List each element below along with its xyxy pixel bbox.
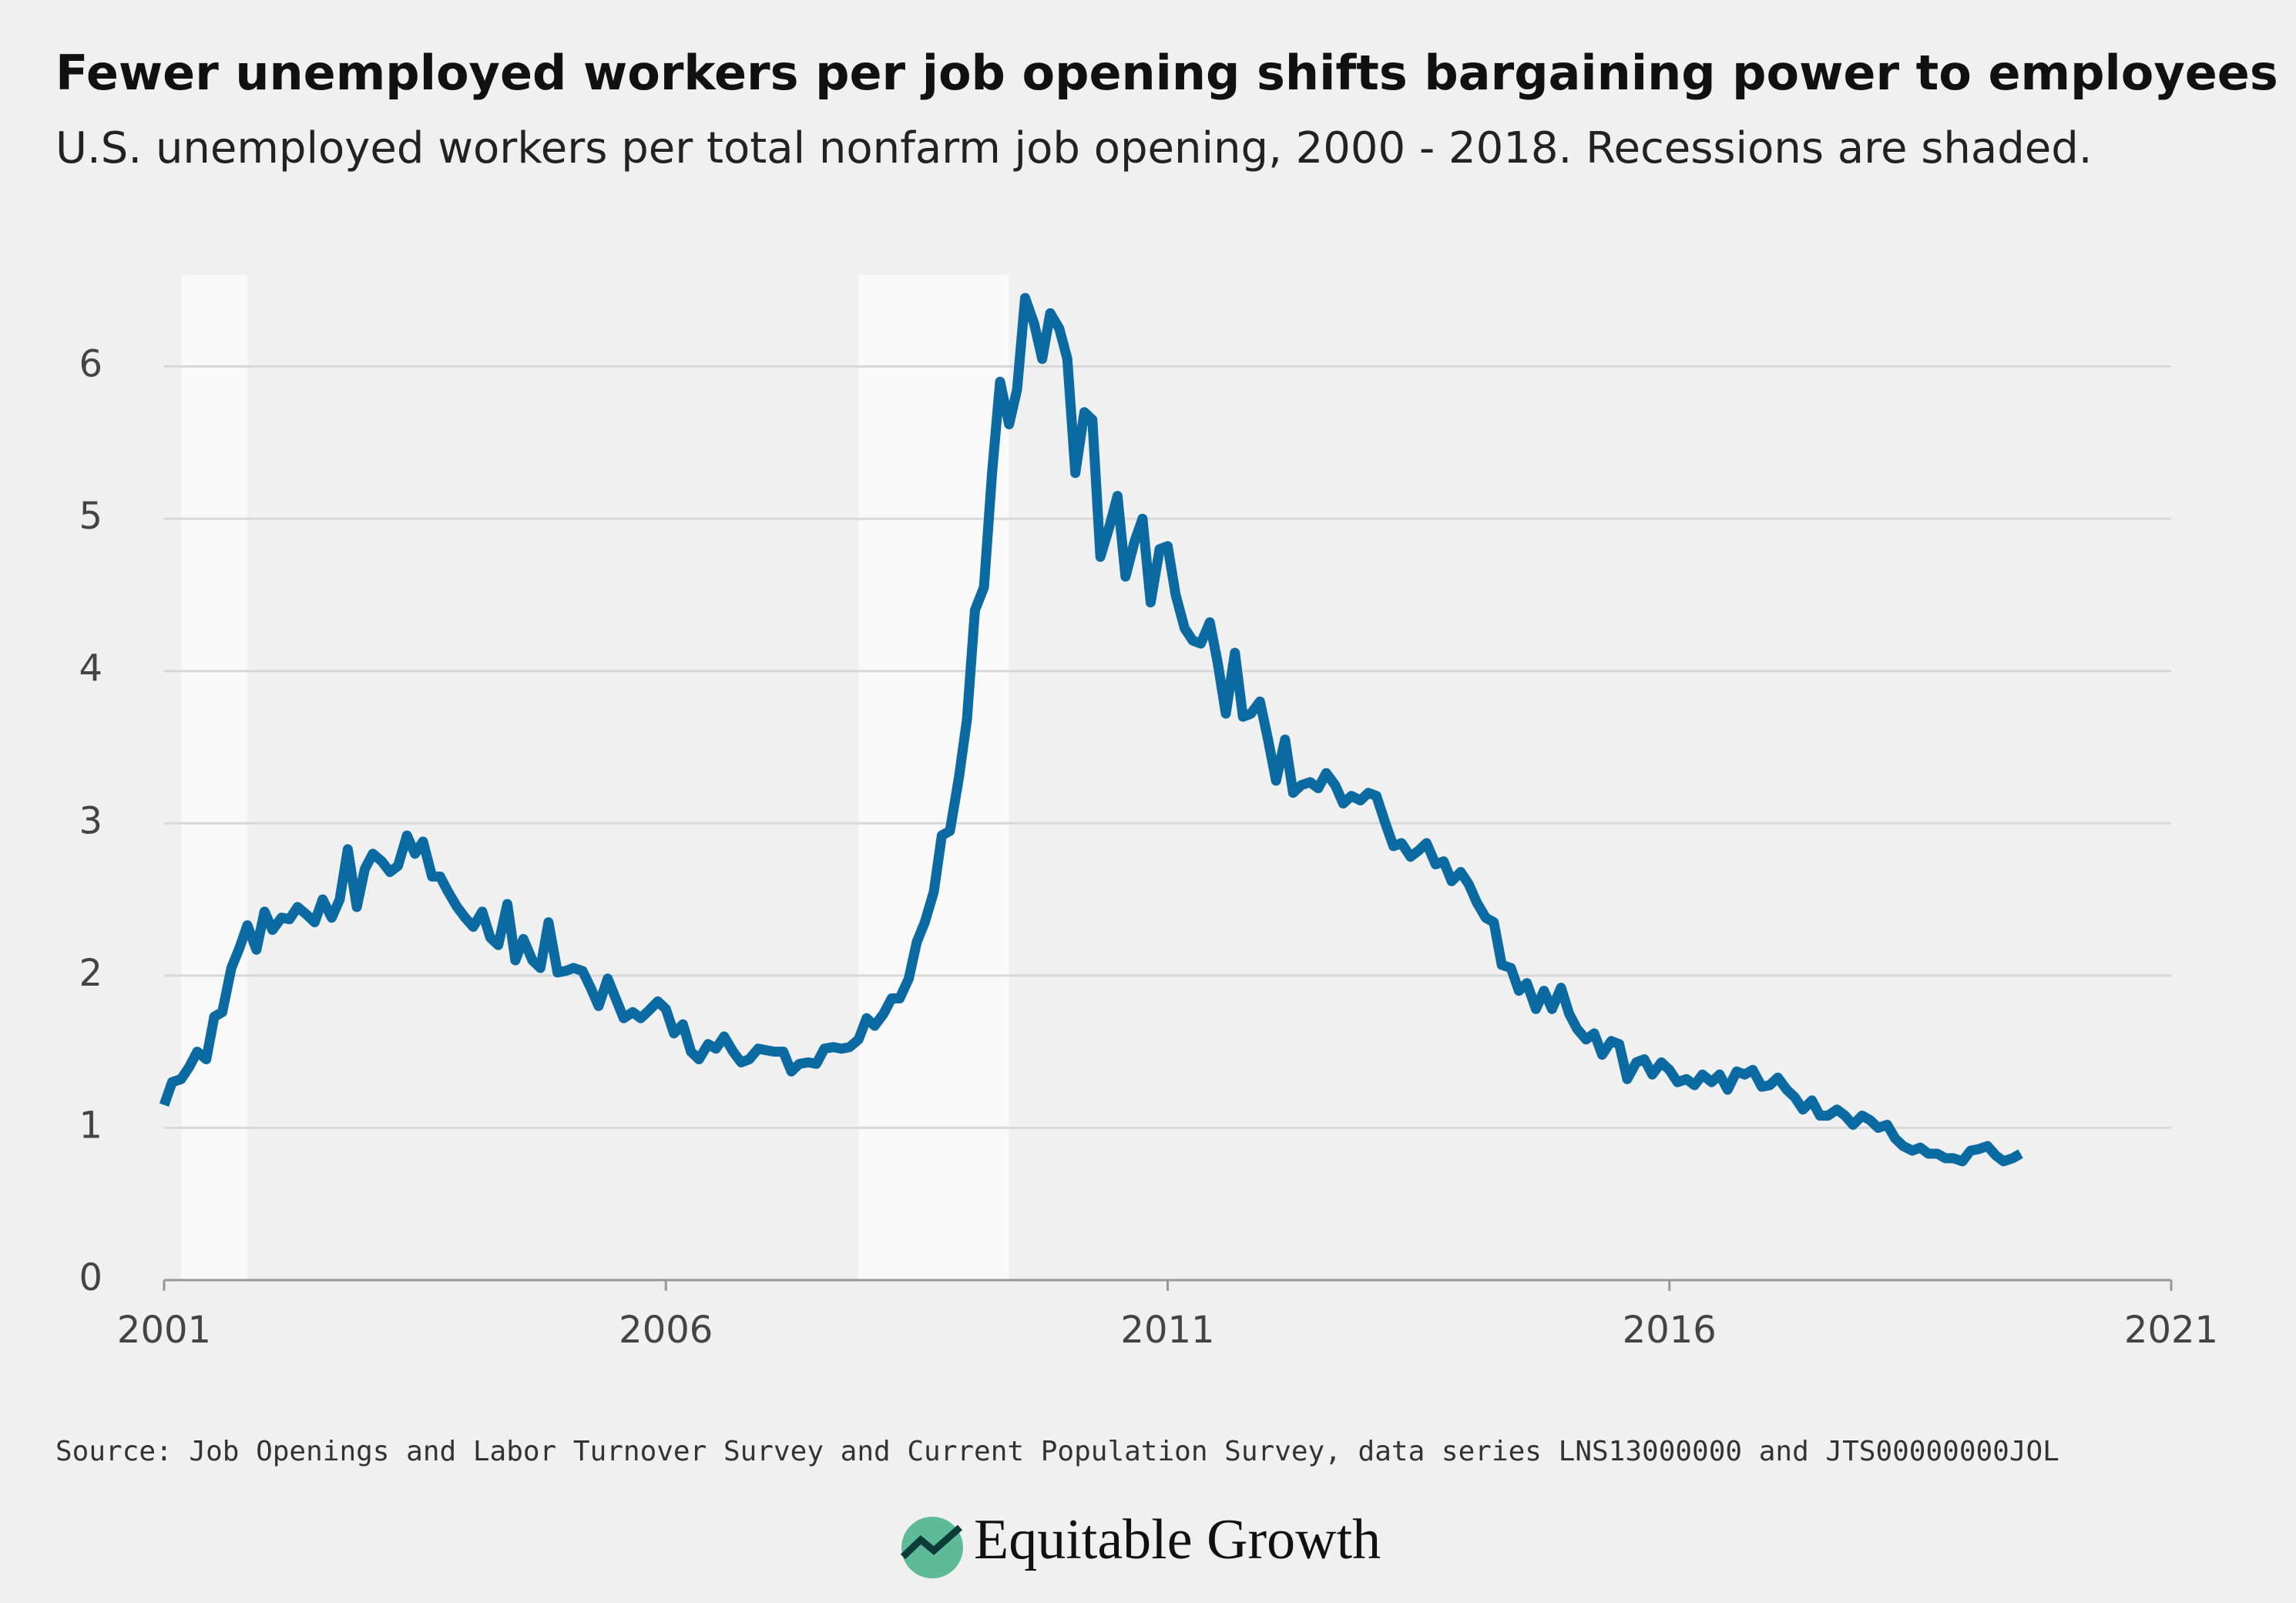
x-tick-label: 2006 bbox=[619, 1309, 713, 1352]
plot-area: 0 1 2 3 4 5 6 2001 2006 2011 2016 2021 bbox=[79, 275, 2218, 1352]
logo-icon bbox=[900, 1517, 963, 1578]
y-tick-label: 5 bbox=[79, 495, 102, 538]
data-line bbox=[159, 293, 2023, 1167]
chart-title: Fewer unemployed workers per job opening… bbox=[55, 45, 2278, 101]
recession-shade bbox=[858, 275, 1009, 1280]
x-tick-label: 2011 bbox=[1120, 1309, 1214, 1352]
source-note: Source: Job Openings and Labor Turnover … bbox=[55, 1436, 2059, 1467]
x-tick-label: 2001 bbox=[117, 1309, 211, 1352]
x-tick-label: 2016 bbox=[1623, 1309, 1717, 1352]
y-tick-label: 6 bbox=[79, 343, 102, 386]
y-tick-label: 4 bbox=[79, 647, 102, 691]
logo-arrow bbox=[900, 1524, 962, 1560]
recession-shade bbox=[181, 275, 248, 1280]
chart-subtitle: U.S. unemployed workers per total nonfar… bbox=[55, 123, 2093, 173]
x-tick-label: 2021 bbox=[2124, 1309, 2218, 1352]
y-tick-label: 1 bbox=[79, 1104, 102, 1147]
y-tick-label: 2 bbox=[79, 952, 102, 995]
y-tick-label: 0 bbox=[79, 1256, 102, 1299]
y-tick-label: 3 bbox=[79, 799, 102, 842]
logo-text: Equitable Growth bbox=[974, 1508, 1381, 1571]
